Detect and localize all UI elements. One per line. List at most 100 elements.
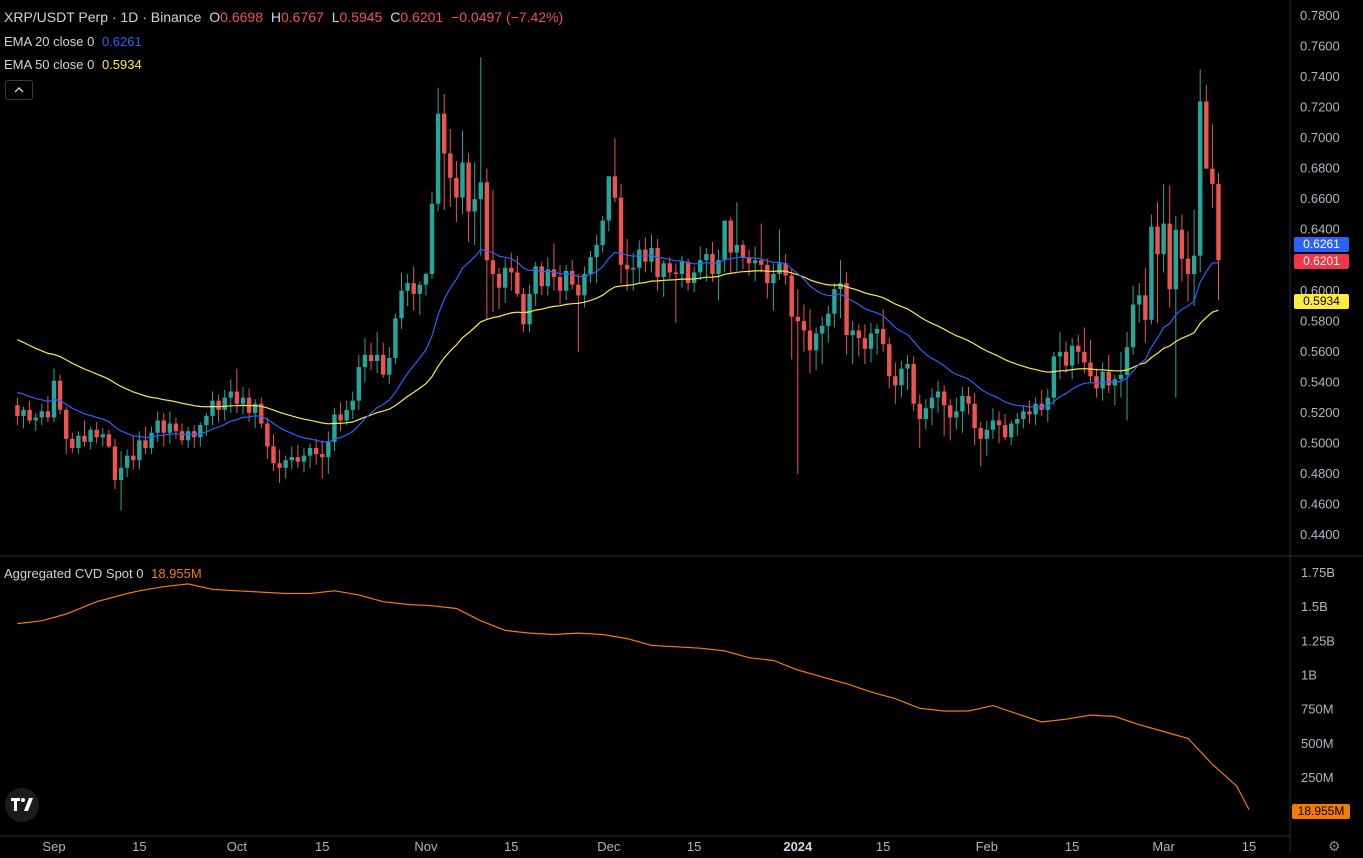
cvd-tick-label: 750M bbox=[1301, 702, 1334, 717]
candle-body bbox=[1027, 411, 1032, 415]
candle bbox=[301, 447, 307, 473]
time-tick-label: Feb bbox=[976, 839, 998, 853]
candle bbox=[649, 234, 654, 273]
candle-body bbox=[1167, 223, 1172, 290]
candle bbox=[1088, 339, 1093, 383]
cvd-label[interactable]: Aggregated CVD Spot 0 bbox=[4, 566, 144, 581]
candle bbox=[917, 394, 922, 448]
ema20-legend[interactable]: EMA 20 close 0 0.6261 bbox=[4, 34, 146, 49]
candle-body bbox=[429, 203, 435, 274]
candle-body bbox=[771, 273, 776, 284]
candle-body bbox=[210, 400, 215, 416]
candle-body bbox=[551, 269, 557, 278]
candle-body bbox=[143, 440, 148, 448]
cvd-axis-ticks[interactable]: 1.75B 1.5B 1.25B 1B 750M 500M 250M bbox=[1301, 565, 1335, 785]
candle bbox=[320, 440, 325, 479]
candle-body bbox=[1106, 371, 1111, 386]
candle bbox=[856, 324, 861, 357]
candle bbox=[1033, 397, 1038, 426]
candle-body bbox=[94, 429, 99, 438]
candle-body bbox=[1051, 356, 1057, 398]
candle bbox=[777, 229, 782, 281]
candle-body bbox=[765, 264, 770, 284]
candle-body bbox=[1155, 226, 1160, 255]
ema20-line[interactable] bbox=[17, 248, 1219, 443]
candle bbox=[210, 391, 215, 426]
price-tick-label: 0.4800 bbox=[1300, 466, 1340, 481]
cvd-tick-label: 250M bbox=[1301, 770, 1334, 785]
candle-body bbox=[70, 438, 75, 448]
candle-body bbox=[637, 249, 642, 268]
candle-body bbox=[198, 425, 203, 438]
candle-body bbox=[515, 272, 520, 294]
candle-body bbox=[844, 283, 849, 336]
settings-gear-icon[interactable]: ⚙ bbox=[1328, 838, 1341, 854]
ema50-label[interactable]: EMA 50 close 0 bbox=[4, 57, 95, 72]
low-label: L bbox=[331, 9, 340, 25]
ema50-legend[interactable]: EMA 50 close 0 0.5934 bbox=[4, 57, 146, 72]
candle-body bbox=[82, 435, 87, 442]
candle bbox=[27, 400, 32, 424]
candle-body bbox=[1179, 229, 1185, 259]
symbol-legend[interactable]: XRP/USDT Perp · 1D · Binance O0.6698 H0.… bbox=[4, 9, 567, 25]
candle-body bbox=[582, 273, 587, 296]
cvd-legend[interactable]: Aggregated CVD Spot 0 18.955M bbox=[4, 566, 206, 581]
candle bbox=[502, 258, 508, 303]
ema50-line[interactable] bbox=[17, 270, 1219, 425]
symbol-title[interactable]: XRP/USDT Perp · 1D · Binance bbox=[4, 9, 202, 25]
candle bbox=[307, 443, 313, 468]
cvd-line[interactable] bbox=[17, 583, 1250, 810]
candle bbox=[783, 254, 788, 285]
candle bbox=[813, 327, 819, 371]
candle bbox=[832, 283, 837, 328]
candle bbox=[990, 408, 996, 439]
candle bbox=[533, 261, 538, 307]
candle bbox=[588, 251, 593, 284]
candle-body bbox=[423, 273, 429, 285]
candle bbox=[185, 426, 191, 448]
time-tick-label: 2024 bbox=[783, 839, 813, 853]
candle-body bbox=[1143, 295, 1148, 320]
collapse-legend-button[interactable] bbox=[5, 80, 33, 100]
candle-body bbox=[1216, 183, 1221, 261]
ema20-price-tag: 0.6261 bbox=[1294, 237, 1349, 252]
candle-body bbox=[752, 260, 758, 264]
candle bbox=[490, 190, 496, 313]
candle-body bbox=[600, 220, 605, 245]
candle-body bbox=[880, 328, 886, 345]
time-axis-ticks[interactable]: Sep 15 Oct 15 Nov 15 Dec 15 2024 15 Feb 15 Mar 15 bbox=[42, 839, 1256, 854]
candle bbox=[667, 257, 672, 279]
tradingview-logo[interactable] bbox=[5, 788, 39, 822]
candle-body bbox=[783, 263, 788, 276]
candle-body bbox=[307, 447, 313, 456]
candle-body bbox=[667, 263, 672, 273]
candle bbox=[423, 272, 429, 296]
candle bbox=[960, 386, 965, 433]
candle bbox=[1130, 286, 1136, 355]
candle bbox=[460, 130, 465, 215]
candle bbox=[655, 238, 660, 291]
candle-body bbox=[655, 248, 660, 278]
candle-body bbox=[1118, 374, 1124, 380]
candle-body bbox=[252, 403, 258, 413]
candle bbox=[106, 429, 112, 448]
candle-body bbox=[405, 283, 410, 291]
candle bbox=[1008, 420, 1014, 445]
ema20-label[interactable]: EMA 20 close 0 bbox=[4, 34, 95, 49]
candle-body bbox=[332, 414, 337, 442]
candle-body bbox=[1094, 376, 1099, 389]
price-tick-label: 0.6800 bbox=[1300, 161, 1340, 176]
candle bbox=[295, 444, 301, 468]
candle-body bbox=[271, 446, 276, 464]
candle bbox=[192, 425, 197, 448]
cvd-tick-label: 1B bbox=[1301, 668, 1317, 683]
candle-body bbox=[954, 411, 959, 418]
open-label: O bbox=[209, 9, 221, 25]
cvd-line-group bbox=[17, 583, 1250, 810]
price-axis-ticks[interactable]: 0.7800 0.7600 0.7400 0.7200 0.7000 0.6800 0.66… bbox=[1300, 8, 1340, 542]
ema50-value: 0.5934 bbox=[101, 57, 142, 72]
candle bbox=[478, 57, 483, 256]
candle bbox=[1179, 214, 1185, 282]
